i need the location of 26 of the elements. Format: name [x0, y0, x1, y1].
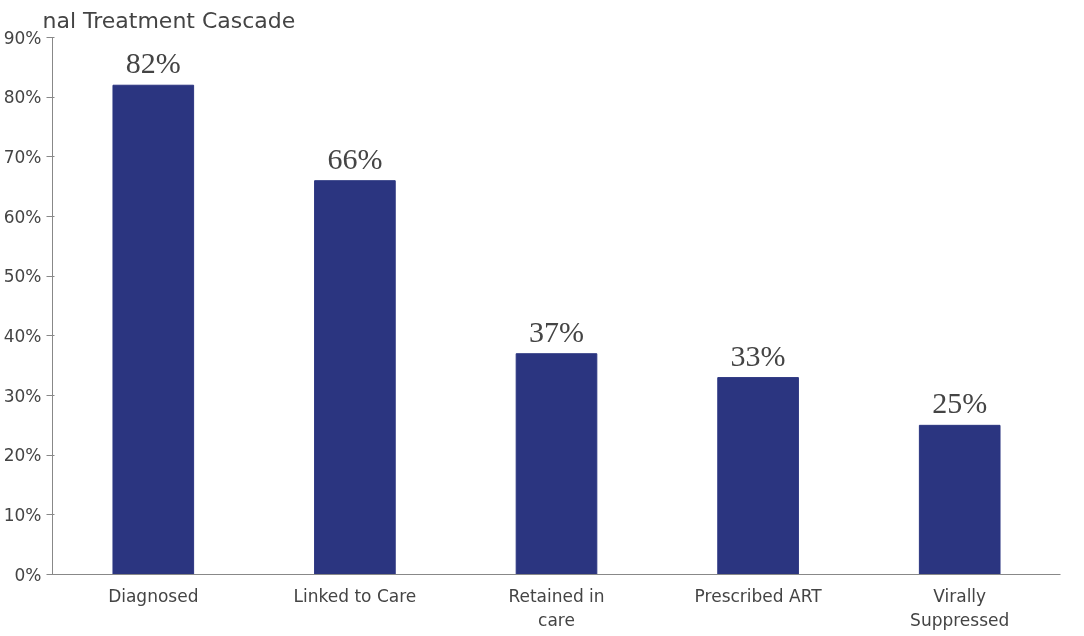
y-tick-label: 90% [3, 27, 42, 48]
data-label: 37% [529, 314, 584, 348]
data-label: 25% [932, 386, 988, 420]
y-tick-label: 20% [3, 445, 42, 466]
chart-title: nal Treatment Cascade [42, 7, 296, 33]
x-tick-label: Diagnosed [108, 585, 199, 606]
bar [515, 353, 598, 575]
bar [112, 84, 195, 575]
bar [314, 180, 396, 575]
bar [918, 424, 1001, 575]
y-tick-label: 40% [3, 325, 42, 346]
data-label: 82% [125, 46, 181, 80]
x-tick-label: Virally Suppressed [910, 585, 1010, 630]
y-tick-label: 0% [14, 564, 42, 585]
y-tick-label: 10% [3, 504, 42, 525]
bar [717, 377, 799, 575]
y-tick-label: 30% [3, 385, 42, 406]
x-tick-label: Retained in care [508, 585, 605, 630]
y-tick-label: 50% [3, 266, 42, 287]
y-tick-label: 70% [3, 146, 42, 167]
y-tick-label: 60% [3, 206, 42, 227]
x-tick-label: Prescribed ART [694, 585, 823, 606]
y-tick-label: 80% [3, 87, 42, 108]
data-label: 66% [327, 141, 383, 175]
data-label: 33% [730, 338, 786, 372]
x-tick-label: Linked to Care [293, 585, 417, 606]
